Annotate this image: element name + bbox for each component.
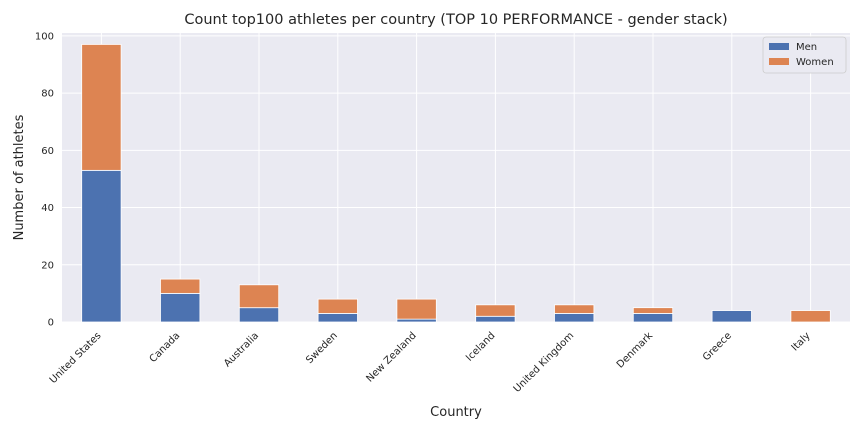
y-tick-label: 100 <box>35 31 54 42</box>
y-axis-label: Number of athletes <box>12 114 27 240</box>
bar-men-australia <box>238 307 280 323</box>
grid-lines <box>62 33 850 323</box>
y-tick-label: 40 <box>41 203 54 214</box>
bar-women-denmark <box>632 307 674 314</box>
legend: Men Women <box>762 36 847 74</box>
x-tick-label: United Kingdom <box>512 330 577 395</box>
bar-women-italy <box>790 310 831 323</box>
x-axis-label: Country <box>430 405 482 420</box>
x-tick-label: Australia <box>222 330 261 369</box>
bars <box>81 44 831 323</box>
bar-women-iceland <box>475 304 516 317</box>
x-tick-label: New Zealand <box>364 330 418 384</box>
bar-men-new-zealand <box>396 318 437 323</box>
bar-men-united-kingdom <box>554 313 595 323</box>
y-tick-label: 80 <box>41 89 54 100</box>
x-tick-label: United States <box>48 330 104 386</box>
bar-men-canada <box>160 292 201 323</box>
y-tick-label: 20 <box>41 260 54 271</box>
legend-label-women: Women <box>796 57 834 68</box>
bar-women-australia <box>238 284 280 309</box>
chart-title: Count top100 athletes per country (TOP 1… <box>184 12 727 28</box>
y-tick-label: 0 <box>48 318 54 329</box>
x-tick-labels: United States Canada Australia Sweden New Ze… <box>48 330 813 395</box>
legend-swatch-men <box>769 43 789 50</box>
bar-women-sweden <box>317 298 358 314</box>
bar-women-united-states <box>81 44 122 171</box>
x-tick-label: Canada <box>148 330 183 365</box>
bar-men-denmark <box>632 313 674 323</box>
x-tick-label: Denmark <box>615 330 655 370</box>
bar-women-new-zealand <box>396 298 437 320</box>
x-tick-label: Iceland <box>464 330 497 363</box>
legend-swatch-women <box>769 58 789 65</box>
x-tick-label: Greece <box>701 330 734 363</box>
plot-background <box>62 33 850 322</box>
bar-men-greece <box>711 310 752 323</box>
y-tick-labels: 0 20 40 60 80 100 <box>35 31 54 328</box>
legend-label-men: Men <box>796 42 817 53</box>
x-tick-label: Sweden <box>304 330 340 366</box>
x-tick-label: Italy <box>790 330 813 353</box>
bar-men-iceland <box>475 315 516 323</box>
bar-men-sweden <box>317 313 358 323</box>
bar-women-canada <box>160 278 201 294</box>
y-tick-label: 60 <box>41 146 54 157</box>
bar-men-united-states <box>81 169 122 323</box>
bar-women-united-kingdom <box>554 304 595 314</box>
